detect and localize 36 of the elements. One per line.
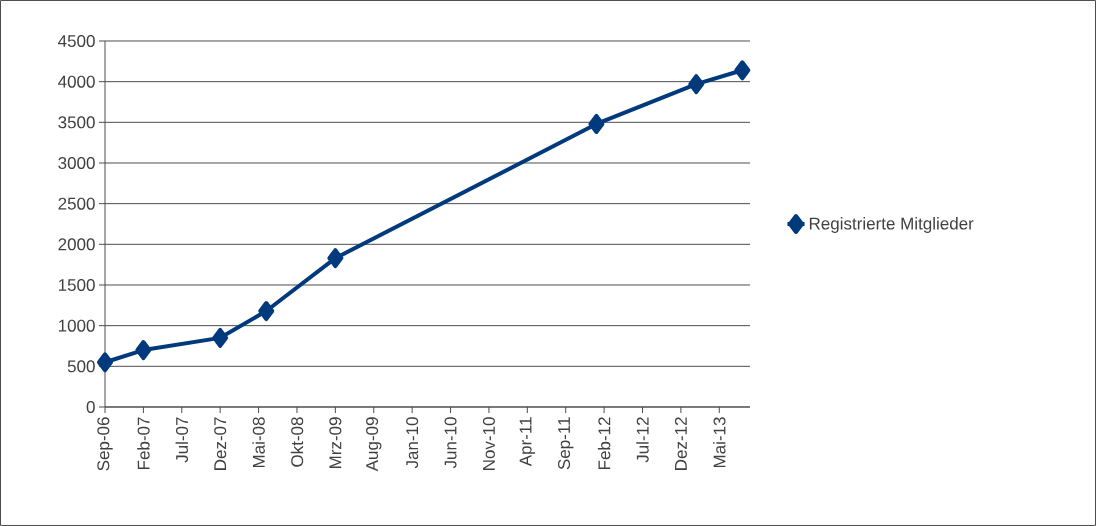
y-tick-label: 4000 xyxy=(58,75,95,88)
point xyxy=(688,74,705,95)
y-tick-label: 500 xyxy=(67,360,95,373)
x-tick-label: Sep-06 xyxy=(97,417,113,471)
y-tick-label: 3000 xyxy=(58,156,95,170)
point xyxy=(327,248,344,269)
x-tick-label: Feb-07 xyxy=(137,417,150,469)
x-tick-label: Apr-11 xyxy=(519,417,535,467)
x-tick-label: Mai-13 xyxy=(713,417,726,468)
x-tick-label: Jul-12 xyxy=(636,417,649,463)
y-tick-label: 3500 xyxy=(58,116,95,129)
point xyxy=(97,352,114,373)
x-tick-label: Jun-10 xyxy=(444,417,457,469)
y-tick-label: 2000 xyxy=(58,238,95,251)
y-tick-label: 1500 xyxy=(58,278,95,292)
point xyxy=(135,340,152,361)
x-tick-label: Jan-10 xyxy=(406,417,419,469)
y-tick-label: 4500 xyxy=(58,34,95,48)
point xyxy=(734,60,751,81)
y-tick-label: 1000 xyxy=(58,319,95,332)
x-tick-label: Dez-12 xyxy=(674,417,687,470)
x-tick-label: Mai-08 xyxy=(252,417,265,468)
y-tick-label: 2500 xyxy=(58,197,95,210)
legend-label: Registrierte Mitglieder xyxy=(809,217,974,233)
x-tick-label: Mrz-09 xyxy=(329,417,342,469)
x-tick-label: Dez-07 xyxy=(214,417,227,470)
x-tick-label: Aug-09 xyxy=(366,417,382,472)
y-tick-label: 0 xyxy=(86,400,95,414)
point xyxy=(258,301,275,322)
point xyxy=(588,113,605,134)
x-tick-label: Nov-10 xyxy=(482,417,495,470)
x-tick-label: Okt-08 xyxy=(290,417,304,467)
point xyxy=(212,327,229,348)
x-tick-label: Jul-07 xyxy=(175,417,189,463)
x-tick-label: Sep-11 xyxy=(558,417,574,470)
x-tick-label: Feb-12 xyxy=(597,417,611,469)
